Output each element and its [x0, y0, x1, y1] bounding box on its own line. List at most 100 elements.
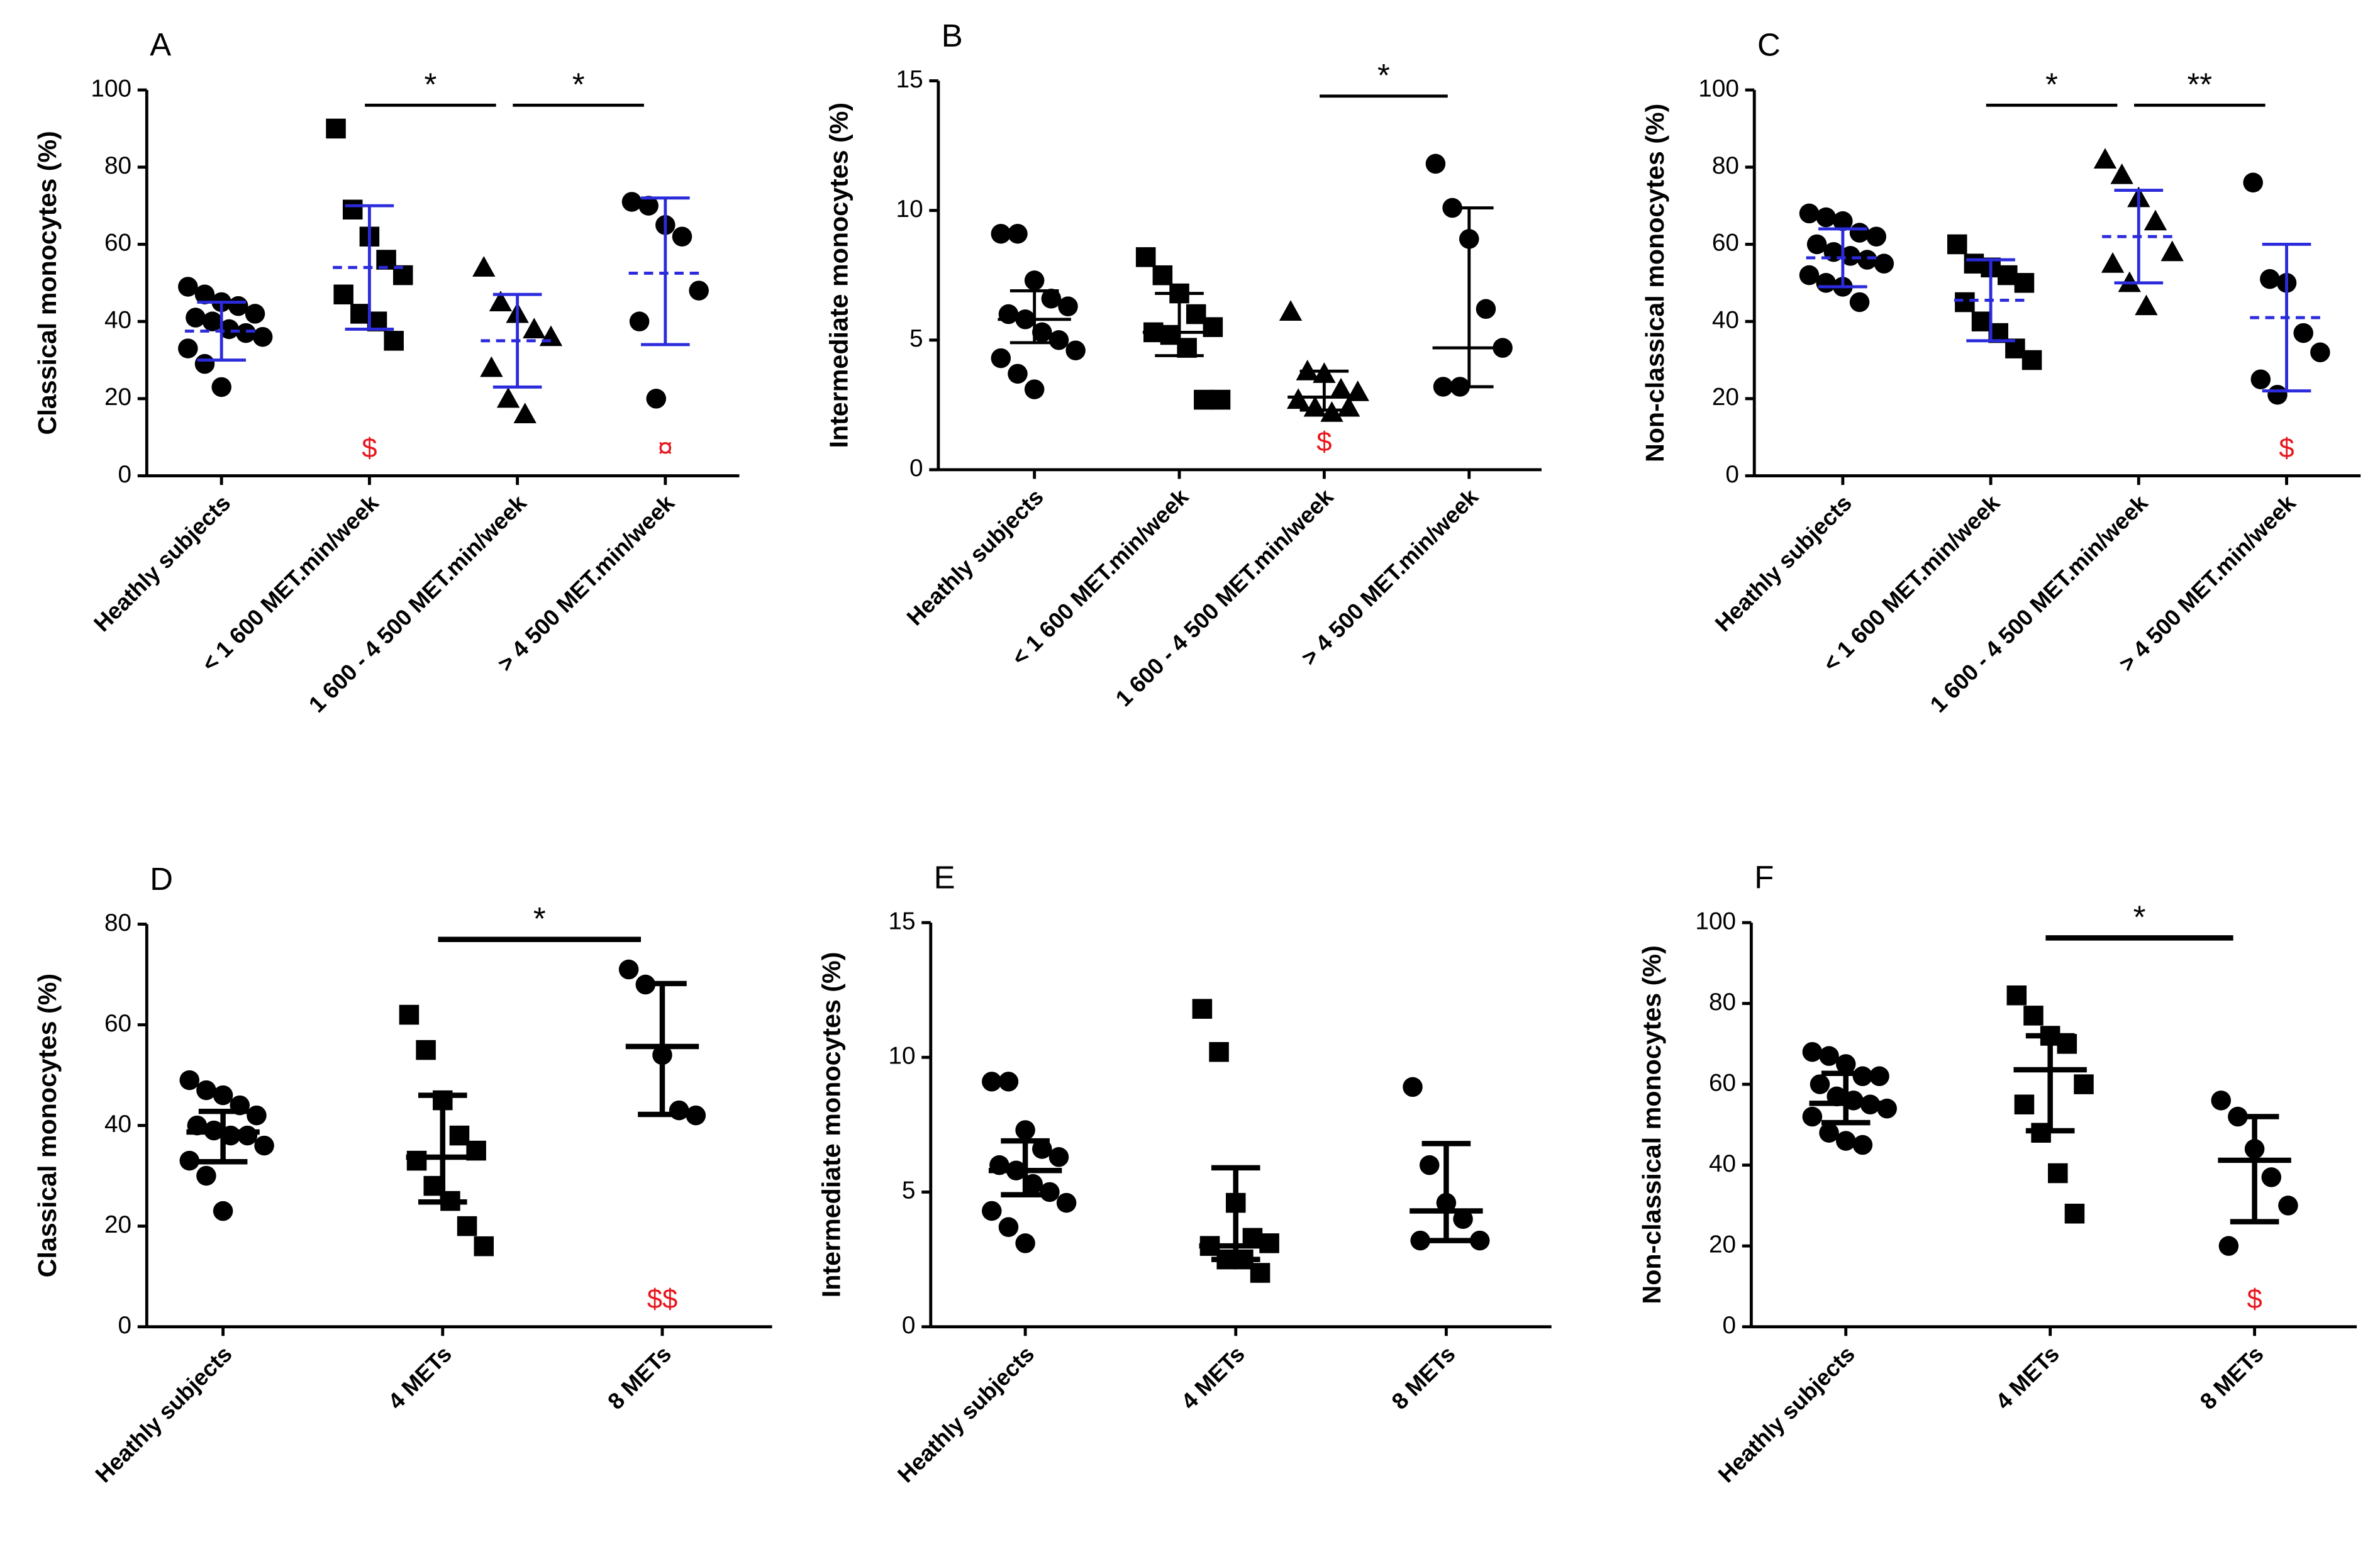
y-tick-label: 20	[104, 1211, 131, 1238]
point	[2144, 209, 2167, 231]
y-axis-label: Non-classical monocytes (%)	[1637, 945, 1666, 1304]
point	[213, 1201, 233, 1221]
x-tick-label: Heathly subjects	[89, 490, 235, 636]
significance-label: *	[424, 67, 437, 103]
point	[1250, 1263, 1271, 1283]
point	[1058, 296, 1078, 316]
y-tick-label: 20	[1712, 384, 1739, 411]
y-tick-label: 40	[104, 306, 131, 333]
y-tick-label: 15	[888, 907, 915, 935]
point	[342, 199, 363, 220]
point	[179, 1070, 200, 1091]
point	[1160, 325, 1181, 345]
y-tick-label: 20	[1709, 1231, 1736, 1258]
point	[1425, 153, 1446, 174]
point	[2014, 1094, 2035, 1115]
point	[1469, 1230, 1490, 1251]
y-tick-label: 60	[1712, 230, 1739, 257]
point	[2160, 240, 2184, 262]
y-tick-label: 40	[1709, 1150, 1736, 1177]
point	[245, 304, 265, 324]
point	[2110, 163, 2133, 184]
point	[669, 1100, 689, 1121]
point	[2243, 172, 2263, 193]
point	[480, 356, 503, 377]
annotation: $$	[647, 1284, 678, 1314]
point	[2006, 985, 2027, 1006]
point	[1810, 1074, 1830, 1094]
point	[1869, 1066, 1889, 1087]
x-tick-label: Heathly subjects	[901, 484, 1048, 630]
significance-label: *	[2045, 67, 2058, 103]
point	[1819, 1123, 1839, 1143]
point	[186, 308, 206, 328]
point	[638, 196, 659, 216]
point	[1866, 226, 1886, 247]
point	[1192, 999, 1213, 1019]
point	[449, 1125, 470, 1146]
y-tick-label: 40	[1712, 306, 1739, 333]
point	[981, 1072, 1002, 1092]
point	[1840, 246, 1860, 266]
point	[472, 256, 496, 277]
point	[1997, 265, 2018, 286]
point	[2267, 384, 2288, 405]
point	[236, 323, 256, 343]
significance-label: *	[533, 901, 546, 936]
point	[194, 353, 215, 374]
x-tick-label: 8 METs	[1386, 1341, 1460, 1414]
y-tick-label: 100	[1698, 75, 1739, 102]
point	[1008, 223, 1028, 244]
point	[333, 284, 353, 304]
y-tick-label: 0	[118, 461, 132, 488]
point	[621, 192, 642, 212]
point	[1024, 379, 1045, 399]
point	[1955, 292, 1975, 313]
point	[1048, 330, 1069, 350]
point	[196, 1165, 216, 1186]
point	[179, 1150, 200, 1171]
y-tick-label: 80	[104, 152, 131, 179]
point	[523, 318, 546, 338]
point	[998, 1072, 1019, 1092]
point	[254, 1135, 274, 1156]
y-tick-label: 80	[1712, 152, 1739, 179]
panel-label: F	[1754, 860, 1774, 896]
point	[1835, 1054, 1856, 1074]
significance-label: *	[572, 67, 585, 103]
y-tick-label: 60	[1709, 1069, 1736, 1096]
point	[2074, 1074, 2094, 1094]
point	[1833, 211, 1853, 231]
point	[998, 1217, 1019, 1237]
y-tick-label: 60	[104, 1010, 131, 1037]
point	[1849, 292, 1870, 313]
y-tick-label: 0	[902, 1312, 916, 1339]
point	[1194, 389, 1214, 410]
y-tick-label: 0	[909, 455, 923, 482]
point	[1799, 265, 1820, 286]
point	[2218, 1236, 2239, 1256]
point	[1816, 207, 1836, 228]
point	[2250, 369, 2271, 389]
y-tick-label: 10	[896, 196, 923, 223]
y-axis-label: Non-classical monocytes (%)	[1640, 104, 1669, 462]
significance-label: **	[2187, 67, 2212, 103]
point	[689, 280, 709, 301]
point	[2064, 1203, 2085, 1224]
point	[2021, 350, 2042, 370]
point	[998, 304, 1019, 325]
y-tick-label: 0	[1723, 1312, 1737, 1339]
annotation: $	[1316, 426, 1332, 457]
x-tick-label: 8 METs	[2195, 1341, 2269, 1414]
x-tick-label: Heathly subjects	[1713, 1341, 1860, 1487]
point	[213, 1085, 233, 1106]
panel-label: D	[150, 861, 173, 897]
point	[1210, 389, 1231, 410]
y-axis-label: Intermediate monocytes (%)	[825, 103, 854, 448]
point	[1419, 1155, 1440, 1175]
point	[991, 223, 1011, 244]
point	[474, 1236, 494, 1257]
point	[1032, 322, 1052, 343]
panel-label: C	[1757, 27, 1781, 63]
point	[1024, 270, 1045, 291]
